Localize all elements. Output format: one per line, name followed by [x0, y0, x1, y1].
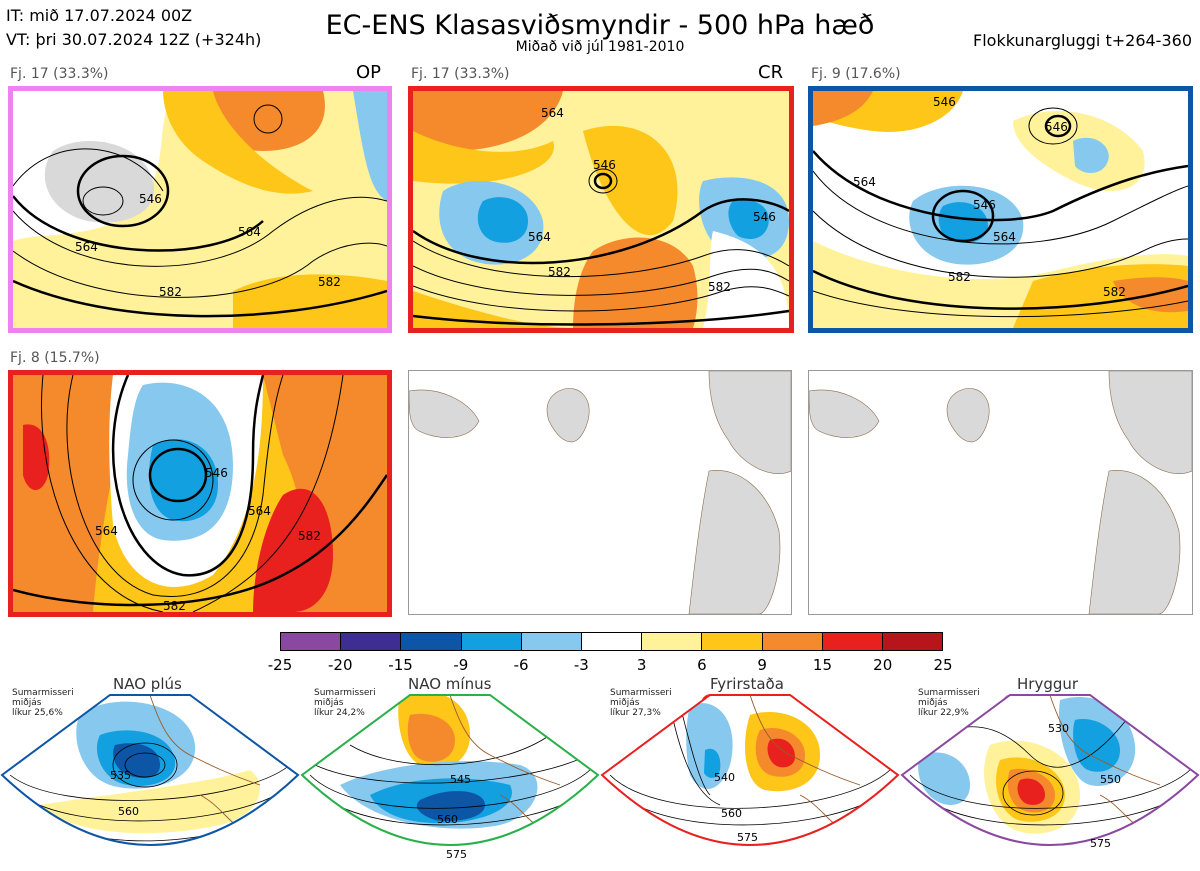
- colorbar-segment: [881, 633, 943, 650]
- contour-label: 582: [298, 529, 321, 543]
- contour-label: 546: [139, 192, 162, 206]
- contour-label: 582: [1103, 285, 1126, 299]
- contour-label: 582: [318, 275, 341, 289]
- contour-label: 540: [714, 771, 735, 784]
- contour-label: 564: [853, 175, 876, 189]
- colorbar-tick-label: 3: [636, 656, 647, 674]
- cluster-map-2: 564 546 564 582 582 546: [408, 86, 794, 333]
- colorbar-segment: [641, 633, 702, 650]
- colorbar-segment: [761, 633, 822, 650]
- weather-regimes: Sumarmisseri miðjás líkur 25,6% NAO plús: [0, 675, 1200, 871]
- contour-label: 550: [1100, 773, 1121, 786]
- colorbar-tick-label: -25: [267, 656, 293, 674]
- contour-label: 564: [95, 524, 118, 538]
- cluster-2-tag: CR: [758, 62, 784, 83]
- contour-label: 575: [1090, 837, 1111, 850]
- contour-label: 546: [933, 95, 956, 109]
- contour-label: 560: [721, 807, 742, 820]
- contour-label: 546: [1045, 120, 1068, 134]
- colorbar-segment: [400, 633, 461, 650]
- cluster-3-label: Fj. 9 (17.6%): [811, 66, 901, 82]
- contour-label: 575: [737, 831, 758, 844]
- contour-label: 564: [75, 240, 98, 254]
- contour-label: 546: [205, 466, 228, 480]
- colorbar-tick-label: 6: [697, 656, 707, 674]
- contour-label: 545: [450, 773, 471, 786]
- contour-label: 582: [159, 285, 182, 299]
- cluster-1-label: Fj. 17 (33.3%): [10, 66, 109, 82]
- page-title: EC-ENS Klasasviðsmyndir - 500 hPa hæð: [325, 10, 875, 41]
- valid-time: VT: þri 30.07.2024 12Z (+324h): [6, 30, 262, 49]
- colorbar-tick-label: 15: [812, 656, 832, 674]
- contour-label: 564: [248, 504, 271, 518]
- empty-map-5: [408, 370, 792, 615]
- contour-label: 530: [1048, 722, 1069, 735]
- contour-label: 546: [593, 158, 616, 172]
- cluster-map-3: 546 564 546 564 582 582 546: [808, 86, 1193, 333]
- classification-window: Flokkunargluggi t+264-360: [973, 31, 1192, 50]
- colorbar-tick-label: -20: [328, 656, 353, 674]
- contour-label: 564: [541, 106, 564, 120]
- initial-time: IT: mið 17.07.2024 00Z: [6, 6, 193, 25]
- colorbar-segment: [340, 633, 401, 650]
- colorbar-tick-label: -6: [513, 656, 529, 674]
- colorbar-tick-label: 20: [873, 656, 893, 674]
- colorbar-segment: [580, 633, 642, 650]
- empty-map-6: [808, 370, 1193, 615]
- contour-label: 575: [446, 848, 467, 861]
- colorbar-segment: [460, 633, 521, 650]
- contour-label: 582: [163, 599, 186, 612]
- contour-label: 535: [110, 769, 131, 782]
- cluster-2-label: Fj. 17 (33.3%): [411, 66, 510, 82]
- contour-label: 582: [708, 280, 731, 294]
- contour-label: 582: [548, 265, 571, 279]
- colorbar-tick-label: -15: [388, 656, 413, 674]
- regime-title: NAO plús: [113, 675, 182, 693]
- anomaly-colorbar: [280, 632, 943, 651]
- regime-title: NAO mínus: [408, 675, 492, 693]
- colorbar-tick-label: -3: [573, 656, 589, 674]
- regime-probability: Sumarmisseri miðjás líkur 22,9%: [918, 688, 980, 718]
- contour-label: 564: [993, 230, 1016, 244]
- regime-nao-minus: Sumarmisseri miðjás líkur 24,2% NAO mínu…: [300, 675, 600, 871]
- colorbar-tick-label: 25: [933, 656, 953, 674]
- colorbar-tick-label: 9: [757, 656, 767, 674]
- contour-label: 546: [973, 198, 996, 212]
- regime-probability: Sumarmisseri miðjás líkur 27,3%: [610, 688, 672, 718]
- cluster-map-1: 546 564 582 564 582: [8, 86, 392, 333]
- colorbar-segment: [701, 633, 762, 650]
- contour-label: 564: [238, 225, 261, 239]
- colorbar-segment: [281, 633, 341, 650]
- contour-label: 582: [948, 270, 971, 284]
- regime-nao-plus: Sumarmisseri miðjás líkur 25,6% NAO plús: [0, 675, 300, 871]
- contour-label: 564: [528, 230, 551, 244]
- regime-title: Fyrirstaða: [710, 675, 784, 693]
- regime-blocking: Sumarmisseri miðjás líkur 27,3% Fyrirsta…: [600, 675, 900, 871]
- contour-label: 560: [437, 813, 458, 826]
- regime-probability: Sumarmisseri miðjás líkur 24,2%: [314, 688, 376, 718]
- contour-label: 560: [118, 805, 139, 818]
- regime-title: Hryggur: [1017, 675, 1079, 693]
- regime-ridge: Sumarmisseri miðjás líkur 22,9% Hryggur: [900, 675, 1200, 871]
- cluster-4-label: Fj. 8 (15.7%): [10, 350, 100, 366]
- regime-probability: Sumarmisseri miðjás líkur 25,6%: [12, 688, 74, 718]
- climatology-subtitle: Miðað við júl 1981-2010: [515, 39, 685, 55]
- cluster-1-tag: OP: [356, 62, 382, 83]
- cluster-map-4: 546 564 582 582 564: [8, 370, 392, 617]
- contour-label: 546: [753, 210, 776, 224]
- colorbar-segment: [821, 633, 882, 650]
- colorbar-tick-label: -9: [453, 656, 469, 674]
- colorbar-segment: [520, 633, 581, 650]
